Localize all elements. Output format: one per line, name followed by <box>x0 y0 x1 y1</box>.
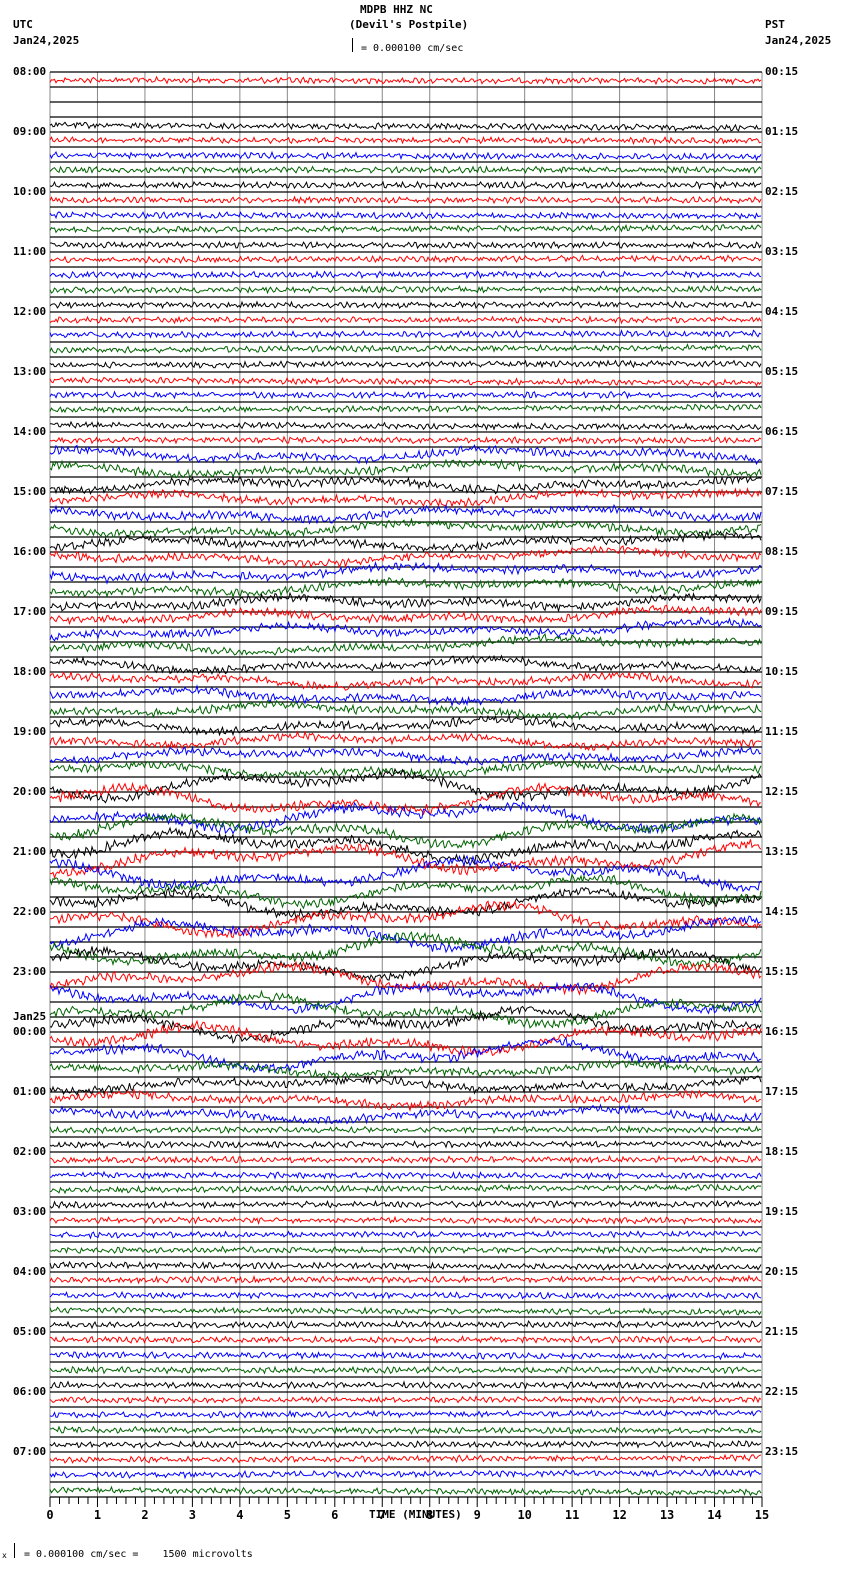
right-time-label: 06:15 <box>765 425 799 438</box>
left-time-label: 07:00 <box>13 1445 47 1458</box>
svg-text:0: 0 <box>46 1508 53 1522</box>
footer-scale-bar-icon <box>14 1543 15 1558</box>
left-time-label: 00:00 <box>13 1025 47 1038</box>
left-time-label: 02:00 <box>13 1145 47 1158</box>
left-time-label: 19:00 <box>13 725 47 738</box>
right-time-label: 20:15 <box>765 1265 799 1278</box>
left-time-label: 16:00 <box>13 545 47 558</box>
svg-text:8: 8 <box>426 1508 433 1522</box>
left-time-label: 09:00 <box>13 125 47 138</box>
left-time-label: 13:00 <box>13 365 47 378</box>
footer-scale-prefix: x <box>2 1551 7 1560</box>
header-location: (Devil's Postpile) <box>349 18 469 31</box>
right-date: Jan24,2025 <box>765 34 832 47</box>
svg-text:7: 7 <box>379 1508 386 1522</box>
left-time-label: 03:00 <box>13 1205 47 1218</box>
right-time-label: 19:15 <box>765 1205 799 1218</box>
x-axis-label: TIME (MINUTES) <box>369 1508 462 1521</box>
left-time-label: 22:00 <box>13 905 47 918</box>
right-time-label: 12:15 <box>765 785 799 798</box>
right-time-label: 22:15 <box>765 1385 799 1398</box>
svg-text:12: 12 <box>612 1508 626 1522</box>
right-time-label: 10:15 <box>765 665 799 678</box>
left-time-label: 06:00 <box>13 1385 47 1398</box>
footer-scale-text: = 0.000100 cm/sec = 1500 microvolts <box>24 1549 253 1560</box>
right-time-label: 02:15 <box>765 185 799 198</box>
left-date-label: Jan25 <box>13 1010 47 1023</box>
left-time-label: 20:00 <box>13 785 47 798</box>
svg-text:14: 14 <box>707 1508 721 1522</box>
left-time-label: 12:00 <box>13 305 47 318</box>
svg-text:15: 15 <box>755 1508 769 1522</box>
left-time-label: 21:00 <box>13 845 47 858</box>
left-time-label: 17:00 <box>13 605 47 618</box>
right-time-label: 11:15 <box>765 725 799 738</box>
svg-text:1: 1 <box>94 1508 101 1522</box>
right-time-label: 09:15 <box>765 605 799 618</box>
left-time-label: 05:00 <box>13 1325 47 1338</box>
right-time-label: 18:15 <box>765 1145 799 1158</box>
left-time-label: 08:00 <box>13 65 47 78</box>
left-time-label: 01:00 <box>13 1085 47 1098</box>
svg-text:10: 10 <box>517 1508 531 1522</box>
left-time-label: 18:00 <box>13 665 47 678</box>
left-time-label: 14:00 <box>13 425 47 438</box>
left-time-label: 11:00 <box>13 245 47 258</box>
right-time-label: 23:15 <box>765 1445 799 1458</box>
right-time-label: 13:15 <box>765 845 799 858</box>
left-timezone: UTC <box>13 18 33 31</box>
header-scale-text: = 0.000100 cm/sec <box>361 43 464 54</box>
svg-text:5: 5 <box>284 1508 291 1522</box>
svg-text:4: 4 <box>236 1508 243 1522</box>
right-time-label: 07:15 <box>765 485 799 498</box>
left-date: Jan24,2025 <box>13 34 80 47</box>
header-station: MDPB HHZ NC <box>360 3 433 16</box>
left-time-label: 15:00 <box>13 485 47 498</box>
right-time-label: 08:15 <box>765 545 799 558</box>
header-scale-bar-icon <box>352 38 353 52</box>
svg-text:3: 3 <box>189 1508 196 1522</box>
svg-text:13: 13 <box>660 1508 674 1522</box>
svg-text:2: 2 <box>141 1508 148 1522</box>
right-time-label: 04:15 <box>765 305 799 318</box>
left-time-label: 04:00 <box>13 1265 47 1278</box>
right-time-label: 15:15 <box>765 965 799 978</box>
right-time-label: 01:15 <box>765 125 799 138</box>
right-time-label: 16:15 <box>765 1025 799 1038</box>
right-time-label: 17:15 <box>765 1085 799 1098</box>
right-time-label: 03:15 <box>765 245 799 258</box>
left-time-label: 10:00 <box>13 185 47 198</box>
svg-text:11: 11 <box>565 1508 579 1522</box>
right-time-label: 00:15 <box>765 65 799 78</box>
right-time-label: 21:15 <box>765 1325 799 1338</box>
right-time-label: 14:15 <box>765 905 799 918</box>
left-time-label: 23:00 <box>13 965 47 978</box>
svg-text:6: 6 <box>331 1508 338 1522</box>
svg-text:9: 9 <box>474 1508 481 1522</box>
right-time-label: 05:15 <box>765 365 799 378</box>
right-timezone: PST <box>765 18 785 31</box>
